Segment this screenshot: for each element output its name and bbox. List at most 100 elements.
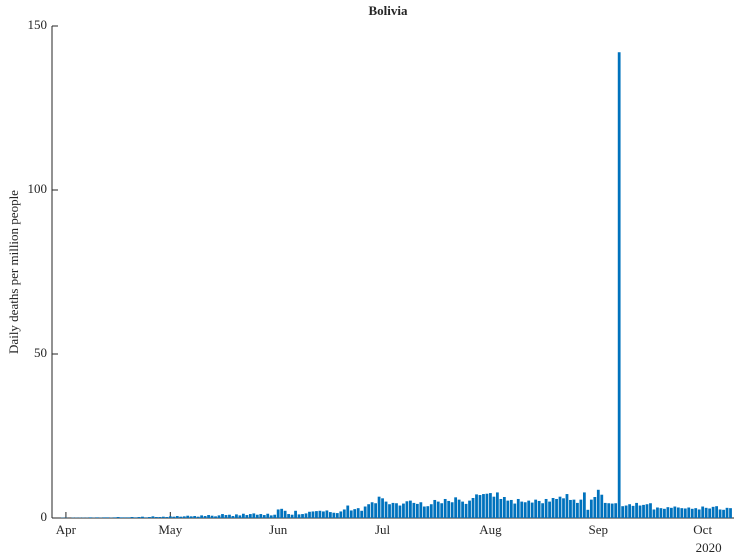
bar [520,501,524,518]
bar [610,503,614,518]
bar [391,502,395,518]
x-tick-label: Oct [693,522,712,537]
bar [200,515,204,518]
bar [276,509,280,518]
bar [621,506,625,518]
bar [628,504,632,518]
bar [489,493,492,518]
bar [412,502,416,518]
bar [450,502,454,518]
bar [290,514,294,518]
bar [388,504,391,518]
chart-title: Bolivia [368,3,408,18]
bar [600,494,604,518]
bar [301,514,304,518]
bar [165,517,169,518]
bar [426,506,430,518]
bar [235,514,238,518]
bar [649,503,652,518]
bar [228,514,231,518]
bar [238,515,242,518]
bar [656,507,659,518]
bar [576,502,579,518]
x-tick-label: Sep [589,522,609,537]
bar [154,517,158,518]
bar [398,505,402,518]
bar [356,508,360,518]
bar [569,499,572,518]
bar [614,503,618,518]
bar [715,506,718,518]
bar [151,516,155,518]
bar [377,496,381,518]
bar [718,509,722,518]
bar [402,503,405,518]
bar [193,516,197,518]
bar [586,509,590,518]
bar [676,507,680,518]
bar [697,509,701,518]
bar [189,516,193,518]
bar [335,513,339,518]
bar [642,504,645,518]
bar [457,499,461,518]
bar [468,500,471,518]
bar [492,496,496,518]
bar [443,498,447,518]
x-tick-label: Jun [269,522,288,537]
bar [422,506,426,518]
x-tick-label: Apr [56,522,77,537]
bar [729,508,732,518]
bar [502,497,506,518]
bar [537,500,541,518]
bar [123,517,127,518]
bar [631,505,635,518]
bar [367,504,371,518]
bar [339,511,343,518]
bar [315,511,318,518]
bar [565,494,569,518]
bar [516,498,520,518]
bar [534,499,538,518]
bar [673,506,677,518]
bar [273,514,277,518]
bar [120,517,123,518]
bar [186,515,190,518]
bar [297,514,301,518]
bar [638,505,642,518]
x-tick-label: Aug [479,522,502,537]
bar [478,495,482,518]
bar [475,494,478,518]
bar [224,515,228,518]
bar [607,503,611,518]
bar [722,509,725,518]
bar [708,508,712,518]
bar [280,508,284,518]
bar [182,516,186,518]
bar [548,501,551,518]
bar [395,503,398,518]
bar [659,508,663,518]
bar [666,507,670,518]
bar [482,494,485,518]
bar [506,500,510,518]
bar [652,509,656,518]
bar [325,510,329,518]
bar [346,505,350,518]
bar [221,514,224,518]
bar [617,52,621,519]
bar [141,516,144,518]
bar [419,502,423,518]
bar [210,515,214,518]
x-tick-label: Jul [375,522,391,537]
bar [370,502,374,518]
bar [558,496,562,518]
bar [544,498,548,518]
bar [214,516,217,518]
bar [596,489,600,518]
bar [322,511,325,518]
bar [415,503,419,518]
bar [635,502,638,518]
